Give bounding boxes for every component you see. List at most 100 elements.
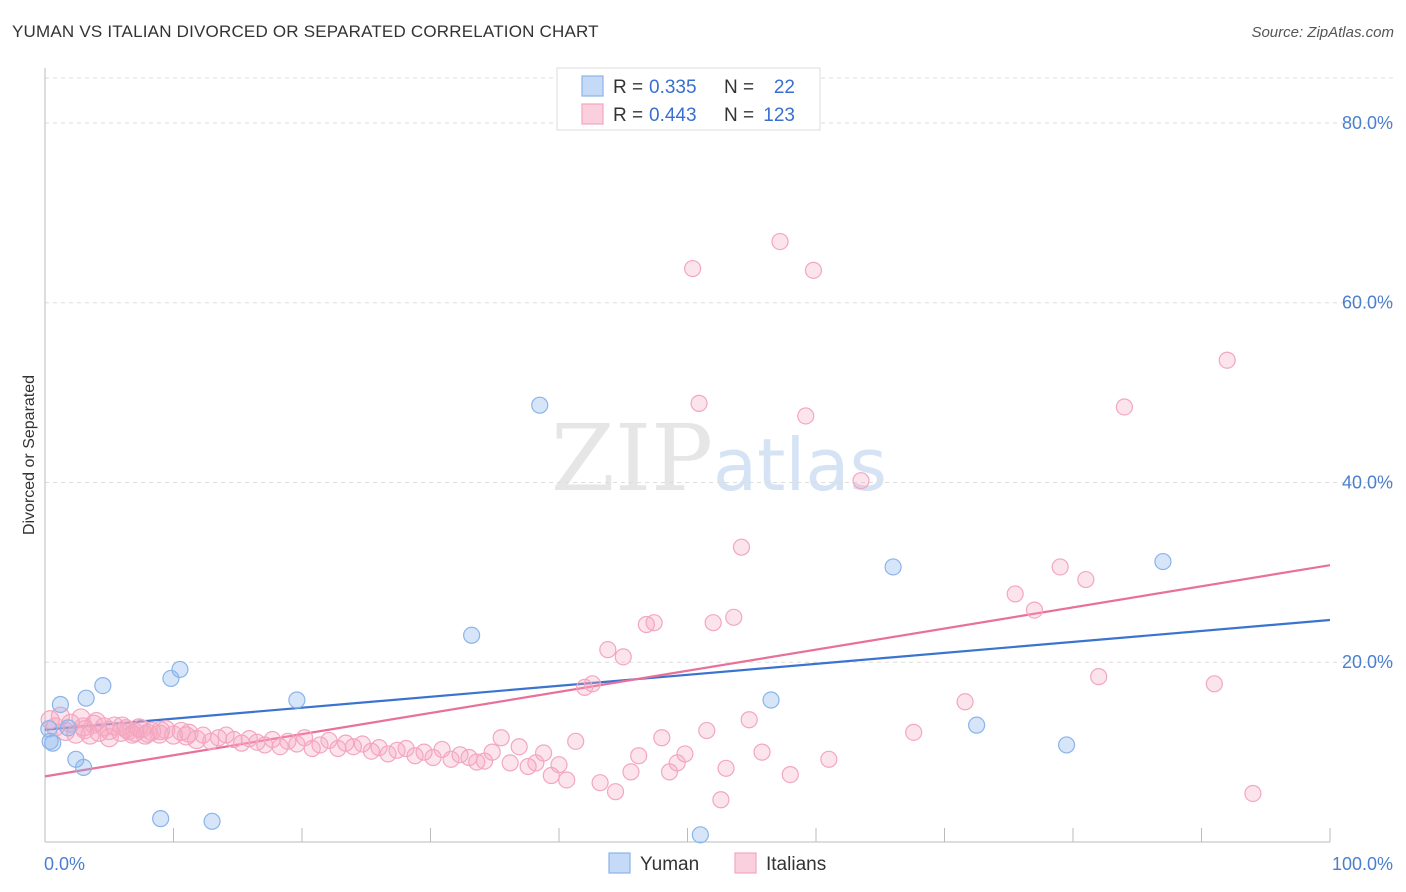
yuman-point bbox=[77, 689, 95, 707]
yuman-point bbox=[59, 719, 77, 737]
italians-point bbox=[534, 744, 553, 762]
yuman-point bbox=[691, 826, 709, 844]
italians-point bbox=[797, 407, 815, 425]
italians-point bbox=[510, 738, 528, 756]
italians-point bbox=[956, 693, 974, 711]
italians-point bbox=[852, 472, 870, 490]
y-axis-label: Divorced or Separated bbox=[21, 375, 38, 535]
italians-point bbox=[379, 745, 397, 763]
italians-point bbox=[311, 736, 329, 754]
italians-point bbox=[630, 747, 648, 765]
legend-swatch-italians bbox=[581, 103, 604, 125]
italians-point bbox=[99, 720, 119, 741]
italians-point bbox=[905, 723, 923, 741]
chart-title: YUMAN VS ITALIAN DIVORCED OR SEPARATED C… bbox=[12, 22, 599, 41]
italians-point bbox=[483, 743, 501, 761]
legend: R = 0.335 N = 22 R = 0.443 N = 123 bbox=[556, 67, 821, 131]
italians-point bbox=[73, 717, 94, 737]
italians-point bbox=[501, 754, 519, 772]
italians-point bbox=[690, 394, 708, 412]
y-tick-label: 60.0% bbox=[1342, 293, 1393, 313]
italians-point bbox=[415, 743, 433, 761]
italians-point bbox=[1218, 351, 1236, 369]
italians-point bbox=[781, 765, 799, 784]
x-tick-label: 100.0% bbox=[1332, 854, 1393, 874]
italians-trend-line bbox=[44, 564, 1331, 778]
italians-point bbox=[684, 259, 702, 278]
italians-point bbox=[725, 608, 743, 626]
italians-point bbox=[717, 759, 735, 777]
italians-point bbox=[591, 774, 609, 792]
legend-n-value: 22 bbox=[774, 77, 795, 98]
axes bbox=[44, 68, 1331, 843]
italians-point bbox=[406, 747, 424, 765]
gridlines bbox=[45, 77, 1395, 663]
italians-point bbox=[1115, 398, 1134, 416]
italians-point bbox=[1051, 558, 1069, 576]
legend-n-label: N = bbox=[724, 105, 754, 126]
italians-point bbox=[1025, 601, 1044, 619]
bottom-legend-swatch-yuman bbox=[608, 852, 631, 874]
yuman-point bbox=[463, 626, 481, 644]
italians-point bbox=[353, 735, 371, 753]
italians-point bbox=[698, 721, 716, 740]
legend-r-value: 0.443 bbox=[649, 105, 697, 126]
watermark-atlas: atlas bbox=[713, 423, 887, 507]
italians-point bbox=[599, 641, 617, 659]
yuman-point bbox=[162, 669, 180, 688]
yuman-point bbox=[152, 810, 170, 828]
italians-point bbox=[99, 728, 119, 748]
x-tick-label: 0.0% bbox=[44, 854, 85, 874]
italians-point bbox=[771, 232, 789, 251]
y-tick-label: 20.0% bbox=[1342, 652, 1393, 672]
bottom-legend-swatch-italians bbox=[734, 852, 757, 874]
legend-r-value: 0.335 bbox=[649, 77, 697, 98]
y-tick-label: 40.0% bbox=[1342, 472, 1393, 492]
yuman-point bbox=[531, 396, 549, 414]
italians-point bbox=[1006, 585, 1024, 603]
italians-point bbox=[740, 711, 758, 729]
italians-point bbox=[1090, 668, 1108, 686]
legend-swatch-yuman bbox=[581, 75, 604, 97]
watermark-zip: ZIP bbox=[551, 405, 713, 512]
italians-point bbox=[550, 756, 568, 774]
italians-point bbox=[492, 729, 510, 747]
yuman-point bbox=[94, 677, 112, 695]
yuman-point bbox=[1154, 552, 1172, 571]
yuman-point bbox=[968, 716, 986, 734]
italians-point bbox=[151, 720, 171, 741]
trend-lines bbox=[44, 564, 1331, 778]
italians-point bbox=[676, 745, 694, 763]
yuman-point bbox=[762, 691, 780, 709]
yuman-point bbox=[171, 660, 189, 679]
italians-point bbox=[370, 739, 388, 757]
yuman-trend-line bbox=[44, 618, 1331, 731]
italians-point bbox=[179, 723, 199, 743]
yuman-point bbox=[884, 558, 902, 576]
italians-point bbox=[583, 675, 602, 693]
italians-point bbox=[622, 763, 640, 781]
italians-point bbox=[397, 739, 415, 758]
tick-labels: 20.0% 40.0% 60.0% 80.0% 0.0% 100.0% bbox=[44, 113, 1393, 874]
yuman-point bbox=[41, 732, 59, 750]
source-label: Source: ZipAtlas.com bbox=[1251, 24, 1394, 41]
yuman-point bbox=[288, 691, 306, 709]
italians-point bbox=[1077, 570, 1095, 589]
bottom-legend-italians: Italians bbox=[766, 854, 826, 875]
yuman-point bbox=[51, 695, 70, 714]
bottom-legend-yuman: Yuman bbox=[640, 854, 699, 875]
bottom-legend: Yuman Italians bbox=[608, 852, 826, 875]
yuman-point bbox=[1057, 736, 1076, 754]
legend-r-label: R = bbox=[613, 105, 643, 126]
italians-point bbox=[704, 614, 722, 632]
italians-point bbox=[732, 538, 751, 556]
italians-point bbox=[753, 743, 771, 761]
yuman-point bbox=[74, 758, 93, 776]
italians-point bbox=[614, 648, 632, 666]
italians-point bbox=[567, 732, 585, 750]
legend-n-label: N = bbox=[724, 77, 754, 98]
yuman-point bbox=[44, 734, 62, 752]
italians-point bbox=[804, 261, 823, 279]
italians-point bbox=[645, 614, 663, 632]
